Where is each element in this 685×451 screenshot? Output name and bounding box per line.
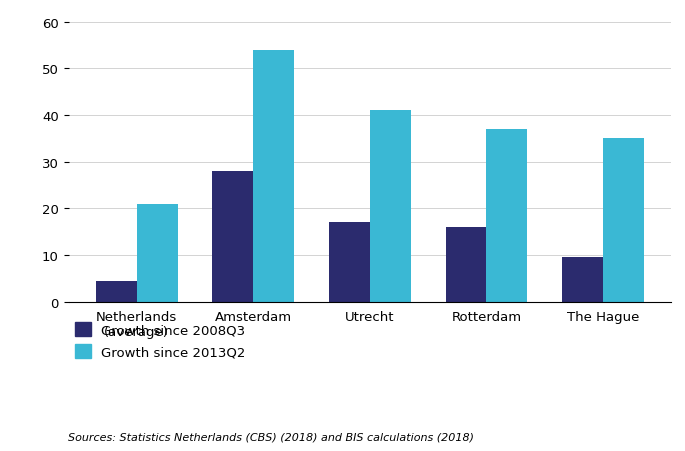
Bar xyxy=(370,111,411,302)
Bar xyxy=(603,139,644,302)
Legend: Growth since 2008Q3, Growth since 2013Q2: Growth since 2008Q3, Growth since 2013Q2 xyxy=(75,322,246,359)
Bar xyxy=(486,130,527,302)
Bar xyxy=(446,228,486,302)
Bar xyxy=(562,258,603,302)
Bar xyxy=(253,51,294,302)
Bar xyxy=(137,204,177,302)
Text: Sources: Statistics Netherlands (CBS) (2018) and BIS calculations (2018): Sources: Statistics Netherlands (CBS) (2… xyxy=(68,432,475,442)
Bar xyxy=(212,172,253,302)
Bar xyxy=(96,281,137,302)
Bar xyxy=(329,223,370,302)
